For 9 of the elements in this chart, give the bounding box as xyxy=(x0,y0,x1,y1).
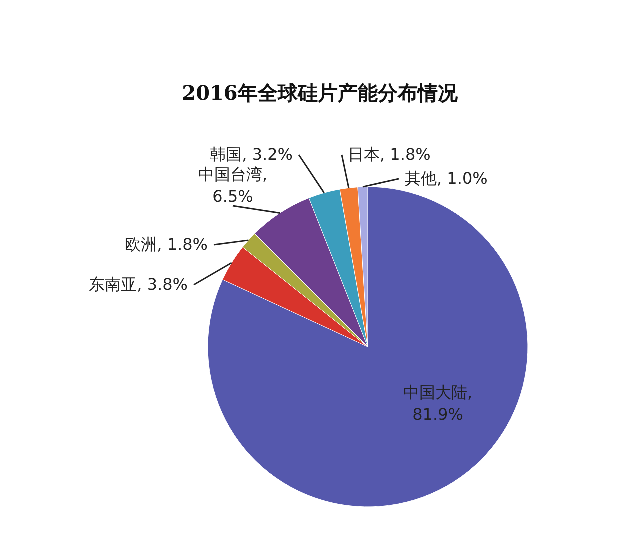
slice-label: 中国大陆, 81.9% xyxy=(403,383,473,424)
slice-label: 东南亚, 3.8% xyxy=(89,275,188,294)
slice-label: 其他, 1.0% xyxy=(405,169,488,188)
slice-label: 欧洲, 1.8% xyxy=(125,235,208,254)
slice-label: 韩国, 3.2% xyxy=(210,145,293,164)
pie-slice xyxy=(208,186,528,508)
slice-label: 日本, 1.8% xyxy=(348,145,431,164)
slice-label: 中国台湾, 6.5% xyxy=(198,165,268,206)
chart-title: 2016年全球硅片产能分布情况 xyxy=(181,80,459,107)
